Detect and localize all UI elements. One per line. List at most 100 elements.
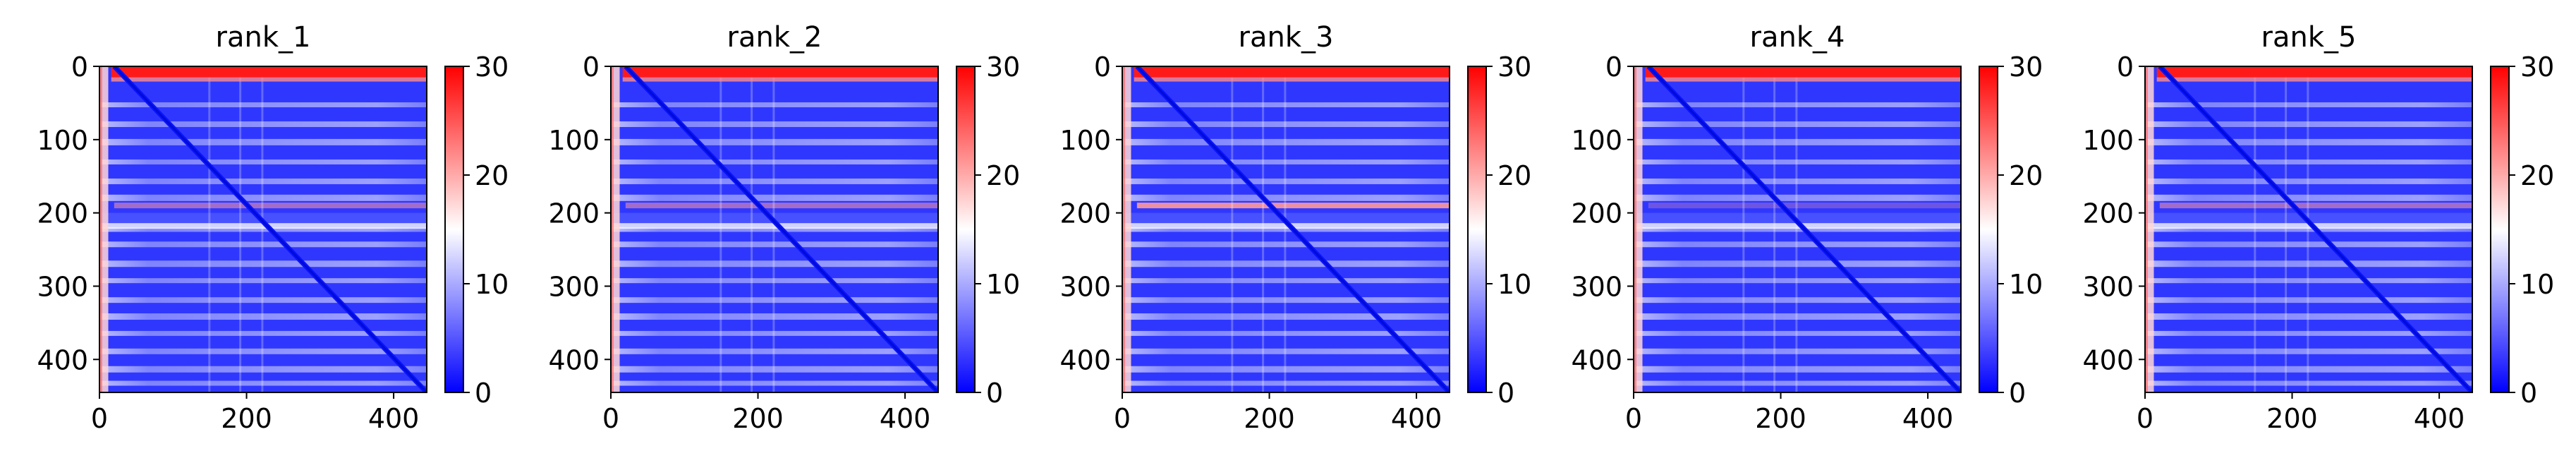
x-tick-label: 0 <box>602 403 619 434</box>
heatmap-band <box>2145 313 2472 320</box>
heatmap-band <box>99 138 427 145</box>
heatmap-diagonal <box>624 66 938 392</box>
heatmap-band <box>1122 348 1450 354</box>
y-tick-label: 400 <box>548 344 600 375</box>
colorbar <box>1467 66 1487 393</box>
x-tick-label: 200 <box>221 403 272 434</box>
heatmap-column <box>1262 66 1265 392</box>
x-tick-label: 400 <box>1902 403 1954 434</box>
x-tick-label: 200 <box>732 403 784 434</box>
heatmap-top-block <box>2156 66 2472 78</box>
colorbar-tick-label: 10 <box>2520 269 2554 300</box>
heatmap-band <box>611 102 938 107</box>
colorbar-tick-label: 30 <box>986 52 1020 83</box>
colorbar-tick-label: 0 <box>2520 378 2537 409</box>
colorbar-tick-label: 0 <box>1497 378 1514 409</box>
heatmap-band <box>1634 194 1961 201</box>
axes-frame <box>1122 66 1450 393</box>
axes-frame <box>610 66 939 393</box>
heatmap-band <box>611 348 938 354</box>
y-tick-label: 200 <box>548 198 600 229</box>
heatmap-band <box>2145 102 2472 107</box>
heatmap-band <box>2145 330 2472 336</box>
heatmap-column <box>719 66 722 392</box>
heatmap-band <box>1634 348 1961 354</box>
heatmap-band <box>2145 278 2472 284</box>
colorbar-tick-label: 20 <box>986 160 1020 191</box>
heatmap-diagonal <box>1647 66 1961 392</box>
y-tick-label: 100 <box>1571 125 1622 156</box>
y-tick-label: 0 <box>1605 52 1622 83</box>
heatmap-band <box>611 138 938 145</box>
x-tick-label: 200 <box>2266 403 2318 434</box>
heatmap-band <box>1634 380 1961 386</box>
heatmap-band <box>1122 227 1450 232</box>
heatmap-band <box>1122 260 1450 267</box>
colorbar-tick-label: 20 <box>2009 160 2043 191</box>
heatmap-band <box>611 260 938 267</box>
heatmap-band <box>1122 194 1450 201</box>
colorbar <box>1979 66 1998 393</box>
heatmap-band <box>1634 102 1961 107</box>
heatmap-band <box>99 297 427 303</box>
colorbar-tick-label: 10 <box>475 269 509 300</box>
y-tick-label: 300 <box>2082 271 2134 302</box>
heatmap-band <box>1122 380 1450 386</box>
heatmap-band <box>2145 159 2472 164</box>
heatmap-band <box>99 102 427 107</box>
y-tick-label: 200 <box>1571 198 1622 229</box>
heatmap-band <box>1634 260 1961 267</box>
heatmap-band <box>1634 223 1961 229</box>
heatmap <box>99 66 427 392</box>
heatmap-band <box>2145 227 2472 232</box>
y-tick-label: 200 <box>37 198 88 229</box>
heatmap-band <box>611 313 938 320</box>
colorbar-tick-label: 0 <box>2009 378 2026 409</box>
heatmap-band <box>2145 260 2472 267</box>
heatmap-red-row <box>1648 203 1961 209</box>
subplot-title: rank_4 <box>1750 21 1845 54</box>
heatmap-band <box>1634 366 1961 373</box>
heatmap-edge <box>2145 66 2148 392</box>
subplot-title: rank_5 <box>2261 21 2357 54</box>
heatmap-band <box>611 159 938 164</box>
heatmap-column <box>1284 66 1287 392</box>
x-tick-label: 0 <box>91 403 108 434</box>
heatmap-band <box>1122 366 1450 373</box>
heatmap <box>611 66 938 392</box>
heatmap-band <box>1122 102 1450 107</box>
heatmap-band <box>2145 348 2472 354</box>
heatmap-band <box>99 260 427 267</box>
colorbar-tick-label: 30 <box>475 52 509 83</box>
heatmap-column <box>208 66 211 392</box>
heatmap-column <box>1742 66 1745 392</box>
heatmap-band <box>1122 178 1450 184</box>
heatmap-band <box>611 330 938 336</box>
colorbar-tick-label: 10 <box>986 269 1020 300</box>
subplot-title: rank_3 <box>1239 21 1334 54</box>
colorbar-tick-label: 20 <box>1497 160 1531 191</box>
heatmap-band <box>1122 313 1450 320</box>
heatmap-top-block <box>111 77 427 82</box>
heatmap-top-block <box>1134 66 1450 78</box>
heatmap-band <box>99 278 427 284</box>
heatmap-band <box>99 241 427 248</box>
heatmap-band <box>1634 159 1961 164</box>
heatmap-band <box>99 227 427 232</box>
y-tick-label: 100 <box>2082 125 2134 156</box>
y-tick-label: 400 <box>1571 344 1622 375</box>
heatmap-band <box>99 330 427 336</box>
heatmap-band <box>611 297 938 303</box>
y-tick-label: 200 <box>2082 198 2134 229</box>
colorbar-tick-label: 0 <box>475 378 492 409</box>
heatmap-band <box>611 121 938 127</box>
heatmap-band <box>99 366 427 373</box>
heatmap <box>1122 66 1450 392</box>
heatmap-band <box>1122 241 1450 248</box>
axes-frame <box>99 66 427 393</box>
heatmap-column <box>1795 66 1798 392</box>
x-tick-label: 0 <box>2137 403 2153 434</box>
heatmap-band <box>1122 297 1450 303</box>
y-tick-label: 400 <box>1059 344 1111 375</box>
